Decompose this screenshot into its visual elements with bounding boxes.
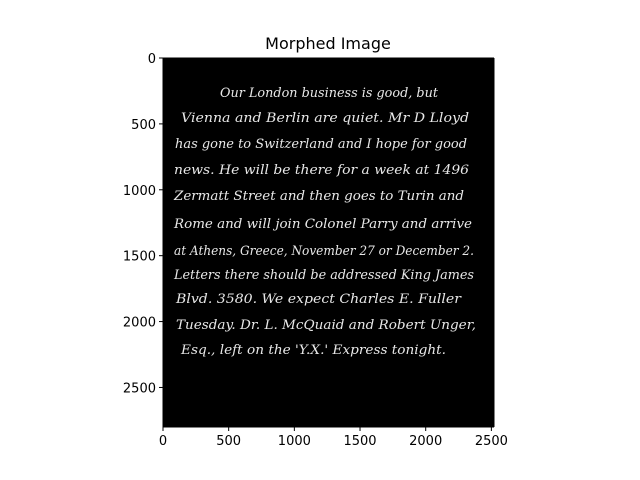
- x-tick-label: 1000: [278, 434, 311, 449]
- y-tick-label: 2000: [123, 316, 156, 331]
- x-ticks: 0 500 1000 1500 2000 2500: [159, 427, 508, 449]
- x-tick-label: 0: [159, 434, 167, 449]
- y-tick-label: 500: [131, 118, 156, 133]
- handwriting-line: Our London business is good, but: [220, 86, 439, 101]
- y-tick-label: 1000: [123, 184, 156, 199]
- handwriting-line: news. He will be there for a week at 149…: [174, 163, 469, 178]
- x-tick-label: 500: [216, 434, 241, 449]
- x-tick-label: 2500: [475, 434, 508, 449]
- handwriting-line: Vienna and Berlin are quiet. Mr D Lloyd: [181, 111, 469, 126]
- handwriting-line: Rome and will join Colonel Parry and arr…: [173, 217, 472, 232]
- handwriting-line: Zermatt Street and then goes to Turin an…: [173, 189, 464, 204]
- x-tick-label: 2000: [409, 434, 442, 449]
- figure-title: Morphed Image: [265, 34, 391, 53]
- x-tick-label: 1500: [343, 434, 376, 449]
- handwriting-text: Our London business is good, but Vienna a…: [173, 86, 476, 358]
- axes: 0 500 1000 1500 2000 2500 0 500 1000 1500 2000 250…: [123, 52, 508, 449]
- handwriting-line: Tuesday. Dr. L. McQuaid and Robert Unger…: [176, 318, 476, 333]
- handwriting-line: Letters there should be addressed King J…: [173, 268, 474, 283]
- y-ticks: 0 500 1000 1500 2000 2500: [123, 52, 163, 396]
- morphed-image: [163, 58, 494, 427]
- handwriting-line: Blvd. 3580. We expect Charles E. Fuller: [175, 292, 462, 307]
- y-tick-label: 1500: [123, 250, 156, 265]
- handwriting-line: has gone to Switzerland and I hope for g…: [175, 137, 467, 152]
- handwriting-line: Esq., left on the 'Y.X.' Express tonight…: [180, 343, 446, 358]
- y-tick-label: 0: [148, 52, 156, 67]
- handwriting-line: at Athens, Greece, November 27 or Decemb…: [174, 244, 474, 259]
- y-tick-label: 2500: [123, 381, 156, 396]
